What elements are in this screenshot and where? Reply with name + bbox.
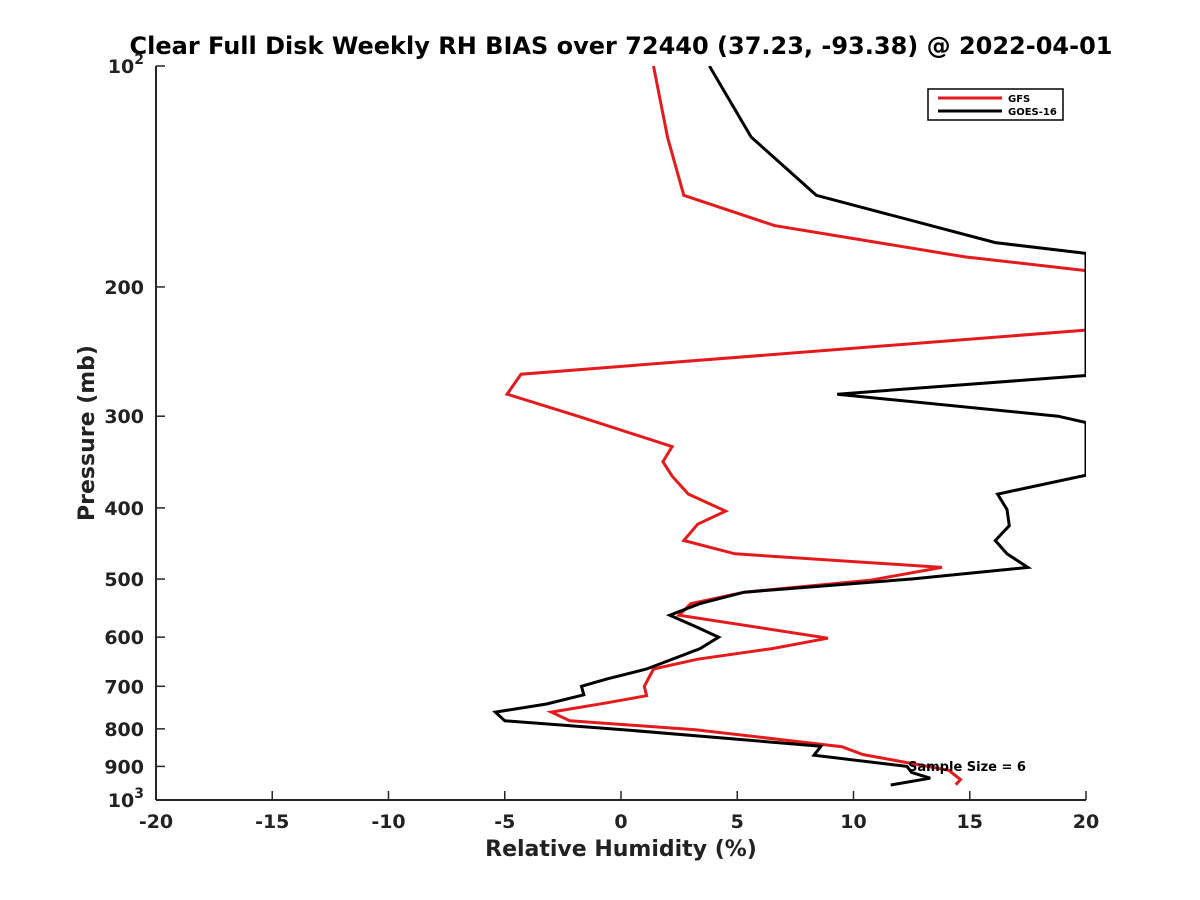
y-tick-label: 600 bbox=[104, 627, 144, 649]
x-tick-label: -5 bbox=[494, 811, 515, 833]
x-tick-label: 20 bbox=[1073, 811, 1099, 833]
series-line-gfs bbox=[504, 66, 1086, 786]
series-layer bbox=[492, 66, 1086, 787]
x-tick-label: -15 bbox=[255, 811, 289, 833]
x-tick-label: 0 bbox=[614, 811, 627, 833]
axes: -20 -15 -10 -5 0 5 10 15 20 102 200 300 400 500 600 700… bbox=[104, 52, 1099, 833]
y-tick-label: 700 bbox=[104, 676, 144, 698]
y-tick-label: 300 bbox=[104, 406, 144, 428]
legend: GFS GOES-16 bbox=[927, 88, 1064, 121]
x-tick-label: 15 bbox=[957, 811, 983, 833]
series-line-goes-16 bbox=[492, 66, 1086, 787]
x-tick-label: -10 bbox=[371, 811, 405, 833]
y-tick-label: 102 bbox=[108, 52, 144, 78]
y-axis-label: Pressure (mb) bbox=[75, 345, 100, 521]
legend-box bbox=[927, 88, 1064, 121]
x-axis-label: Relative Humidity (%) bbox=[485, 837, 757, 862]
y-tick-label: 500 bbox=[104, 569, 144, 591]
legend-label: GOES-16 bbox=[1008, 107, 1057, 118]
x-tick-label: 10 bbox=[840, 811, 866, 833]
legend-label: GFS bbox=[1008, 94, 1030, 105]
y-tick-label: 400 bbox=[104, 498, 144, 520]
sample-size-annotation: Sample Size = 6 bbox=[908, 760, 1026, 775]
y-tick-label: 103 bbox=[108, 786, 144, 812]
y-tick-label: 900 bbox=[104, 756, 144, 778]
x-tick-label: 5 bbox=[731, 811, 744, 833]
y-tick-label: 200 bbox=[104, 277, 144, 299]
x-tick-label: -20 bbox=[139, 811, 173, 833]
y-tick-label: 800 bbox=[104, 719, 144, 741]
chart-title: Clear Full Disk Weekly RH BIAS over 7244… bbox=[130, 32, 1113, 60]
